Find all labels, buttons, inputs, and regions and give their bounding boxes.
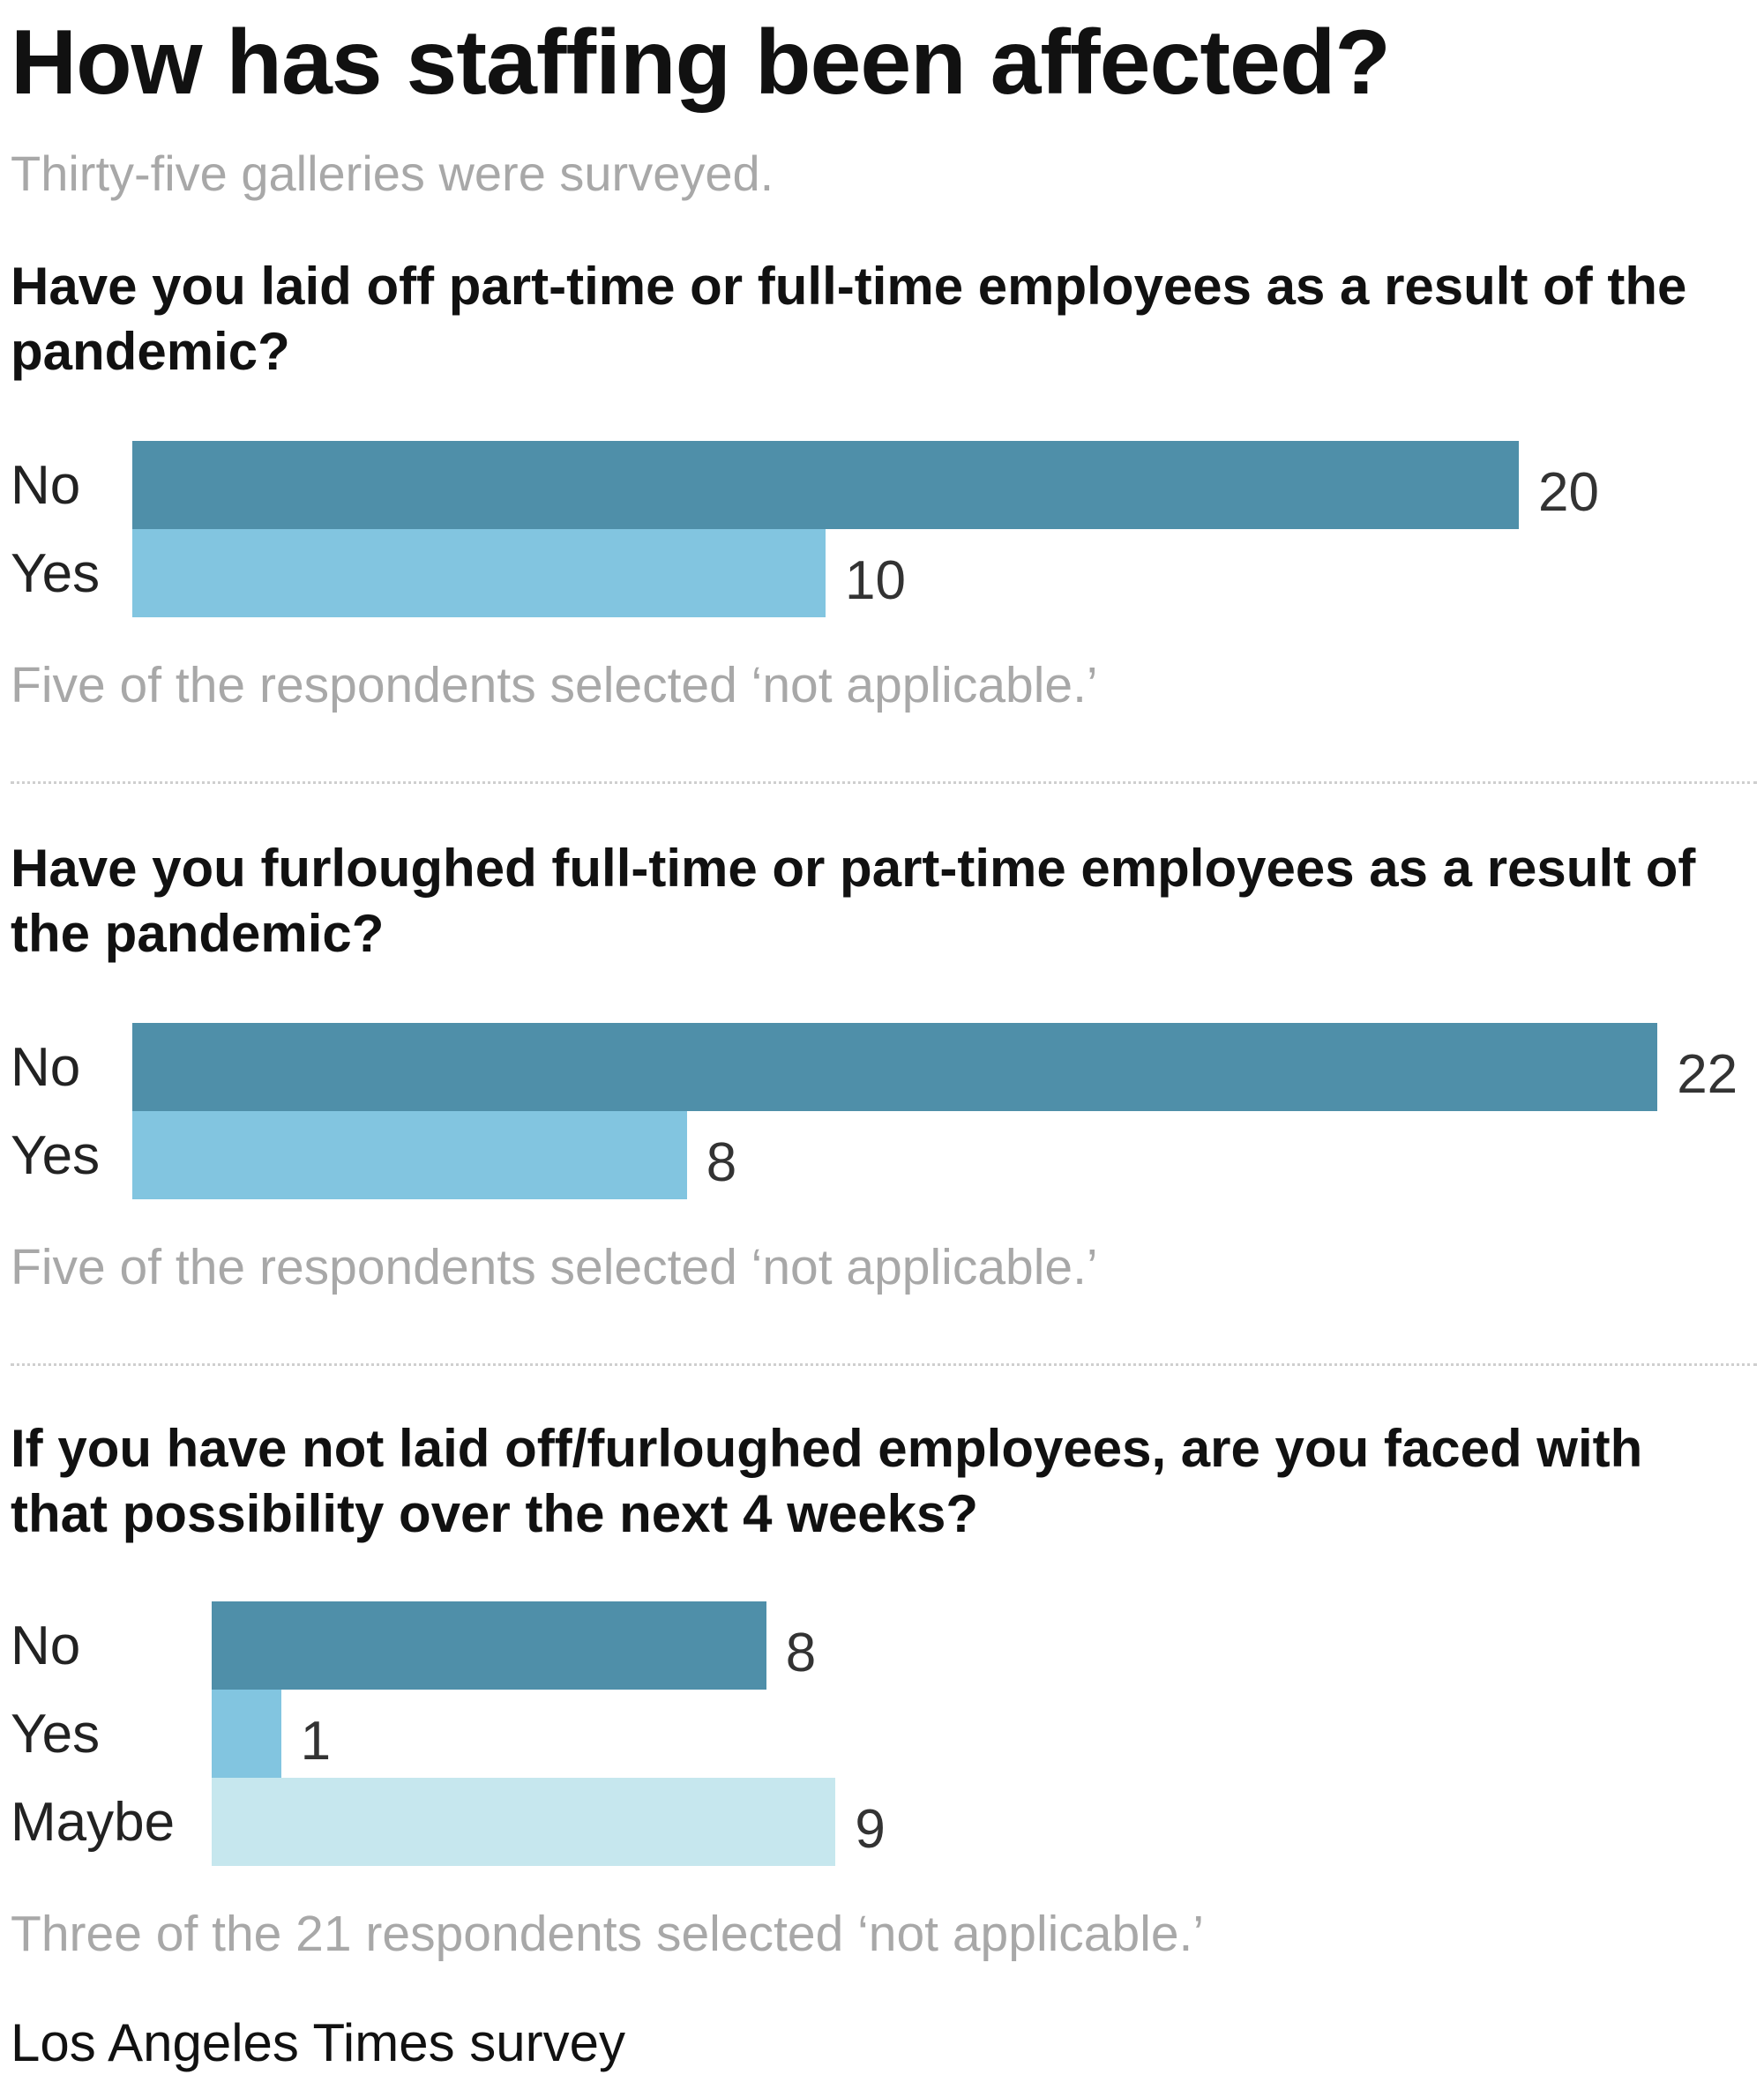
question-title: If you have not laid off/furloughed empl… (11, 1419, 1643, 1543)
category-label: No (11, 1037, 81, 1098)
value-label: 22 (1677, 1044, 1738, 1105)
question-title: Have you furloughed full-time or part-ti… (11, 839, 1696, 963)
value-label: 8 (785, 1623, 817, 1683)
bar-yes (212, 1690, 281, 1778)
category-label: Yes (11, 543, 101, 604)
chart-subtitle: Thirty-five galleries were surveyed. (11, 146, 774, 201)
value-label: 20 (1538, 462, 1599, 523)
value-label: 8 (706, 1132, 737, 1193)
value-label: 1 (300, 1711, 332, 1772)
chart-note: Five of the respondents selected ‘not ap… (11, 1239, 1098, 1295)
source-credit: Los Angeles Times survey (11, 2013, 626, 2072)
bar-maybe (212, 1778, 836, 1866)
bar-no (132, 1023, 1658, 1111)
value-label: 10 (845, 550, 906, 611)
dotted-divider (11, 781, 1757, 784)
chart-note: Three of the 21 respondents selected ‘no… (11, 1906, 1205, 1962)
bar-no (212, 1601, 766, 1690)
question-title: Have you laid off part-time or full-time… (11, 257, 1687, 381)
bar-no (132, 441, 1519, 529)
bar-yes (132, 1111, 687, 1199)
category-label: Yes (11, 1125, 101, 1186)
dotted-divider (11, 1363, 1757, 1366)
category-label: No (11, 1616, 81, 1676)
chart-title: How has staffing been affected? (11, 11, 1391, 114)
bar-yes (132, 529, 826, 617)
category-label: Yes (11, 1704, 101, 1765)
chart-note: Five of the respondents selected ‘not ap… (11, 657, 1098, 713)
value-label: 9 (855, 1799, 886, 1860)
category-label: Maybe (11, 1792, 176, 1853)
category-label: No (11, 455, 81, 516)
